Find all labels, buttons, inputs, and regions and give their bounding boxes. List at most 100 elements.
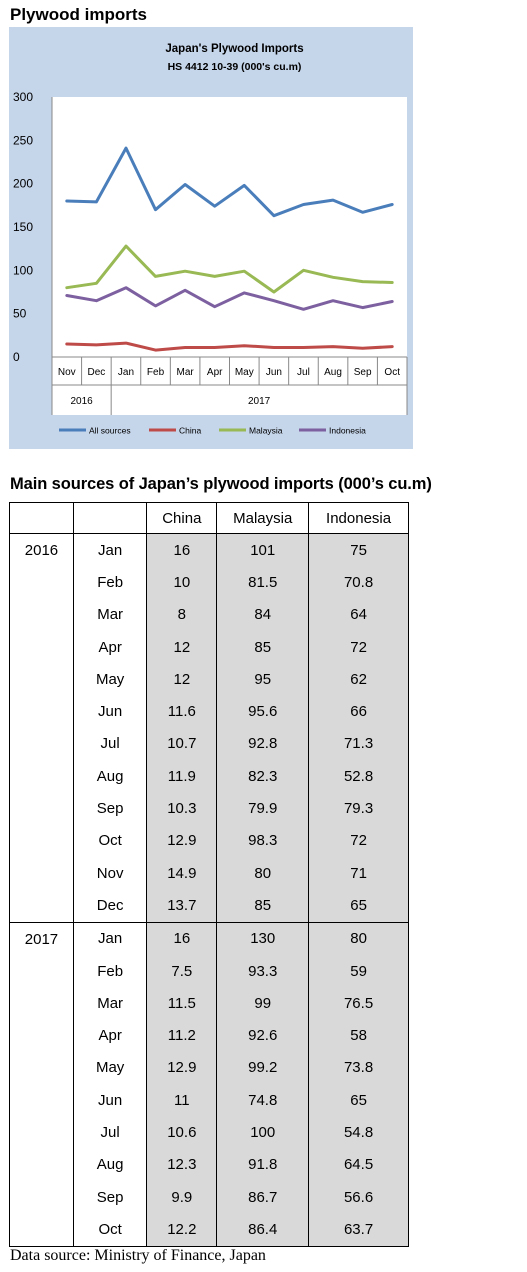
china-cell: 11.6 — [146, 695, 217, 728]
china-cell: 11.9 — [146, 760, 217, 793]
china-cell: 9.9 — [146, 1180, 217, 1214]
table-row: Oct 12.2 86.4 63.7 — [10, 1213, 409, 1247]
series-line-indonesia — [65, 286, 394, 311]
table-row: May 12 95 62 — [10, 663, 409, 696]
month-cell: Aug — [73, 760, 147, 793]
table-title: Main sources of Japan’s plywood imports … — [10, 475, 432, 493]
month-cell: Sep — [73, 1180, 147, 1214]
table-row: Sep 9.9 86.7 56.6 — [10, 1180, 409, 1214]
china-cell: 10.3 — [146, 792, 217, 825]
x-tick-label: Feb — [147, 367, 165, 378]
month-cell: Jul — [73, 1116, 147, 1149]
month-cell: Oct — [73, 824, 147, 857]
china-cell: 10 — [146, 566, 217, 599]
series-line-china — [65, 341, 394, 352]
header-month — [73, 502, 147, 534]
table-row: Jul 10.6 100 54.8 — [10, 1116, 409, 1149]
malaysia-cell: 85 — [216, 630, 309, 664]
month-cell: Jan — [73, 921, 147, 955]
indonesia-cell: 66 — [308, 695, 409, 728]
x-tick-label: Nov — [58, 367, 76, 378]
month-cell: Mar — [73, 987, 147, 1020]
china-cell: 12 — [146, 663, 217, 696]
y-tick-label: 250 — [13, 133, 33, 147]
malaysia-cell: 92.8 — [216, 727, 309, 761]
y-tick-label: 150 — [13, 220, 33, 234]
malaysia-cell: 101 — [216, 533, 309, 567]
month-cell: Jan — [73, 533, 147, 567]
malaysia-cell: 100 — [216, 1116, 309, 1149]
malaysia-cell: 91.8 — [216, 1148, 309, 1181]
month-cell: Feb — [73, 954, 147, 988]
table-row: 2017 Jan 16 130 80 — [9, 921, 409, 1247]
month-cell: Sep — [73, 792, 147, 825]
y-tick-label: 200 — [13, 177, 33, 191]
table-row: May 12.9 99.2 73.8 — [10, 1051, 409, 1085]
indonesia-cell: 73.8 — [308, 1051, 409, 1085]
malaysia-cell: 99.2 — [216, 1051, 309, 1085]
china-cell: 8 — [146, 598, 217, 631]
month-cell: Apr — [73, 1019, 147, 1052]
month-cell: Jul — [73, 727, 147, 761]
y-tick-label: 0 — [13, 350, 20, 364]
page-title: Plywood imports — [10, 5, 147, 24]
indonesia-cell: 79.3 — [308, 792, 409, 825]
x-tick-label: Apr — [207, 367, 223, 378]
x-tick-label: Sep — [354, 367, 372, 378]
indonesia-cell: 59 — [308, 954, 409, 988]
header-malaysia: Malaysia — [216, 502, 309, 534]
y-tick-label: 50 — [13, 307, 27, 321]
china-cell: 11.5 — [146, 987, 217, 1020]
x-tick-label: Jan — [118, 367, 134, 378]
legend-label: All sources — [89, 426, 131, 436]
indonesia-cell: 75 — [308, 533, 409, 567]
month-cell: Oct — [73, 1213, 147, 1247]
month-cell: Jun — [73, 695, 147, 728]
china-cell: 13.7 — [146, 889, 217, 923]
indonesia-cell: 70.8 — [308, 566, 409, 599]
china-cell: 16 — [146, 921, 217, 955]
table-row: Jun 11 74.8 65 — [10, 1084, 409, 1117]
line-chart: Japan's Plywood Imports HS 4412 10-39 (00… — [13, 43, 408, 436]
malaysia-cell: 130 — [216, 921, 309, 955]
table-row: Feb 7.5 93.3 59 — [10, 954, 409, 988]
indonesia-cell: 52.8 — [308, 760, 409, 793]
plot-area — [52, 97, 407, 357]
malaysia-cell: 74.8 — [216, 1084, 309, 1117]
indonesia-cell: 63.7 — [308, 1213, 409, 1247]
table-row: Aug 11.9 82.3 52.8 — [10, 760, 409, 793]
indonesia-cell: 72 — [308, 824, 409, 857]
year-cell: 2017 — [9, 921, 74, 1247]
x-tick-label: Mar — [177, 367, 195, 378]
indonesia-cell: 65 — [308, 889, 409, 923]
imports-table: China Malaysia Indonesia 2016 Jan 16 101 75 F… — [9, 502, 409, 1247]
indonesia-cell: 56.6 — [308, 1180, 409, 1214]
indonesia-cell: 64.5 — [308, 1148, 409, 1181]
table-header-row: China Malaysia Indonesia — [9, 502, 409, 534]
malaysia-cell: 92.6 — [216, 1019, 309, 1052]
malaysia-cell: 86.4 — [216, 1213, 309, 1247]
indonesia-cell: 64 — [308, 598, 409, 631]
x-tick-label: May — [235, 367, 254, 378]
table-row: Sep 10.3 79.9 79.3 — [10, 792, 409, 825]
legend-label: Indonesia — [329, 426, 366, 436]
malaysia-cell: 81.5 — [216, 566, 309, 599]
table-body: 2016 Jan 16 101 75 Feb 10 81.5 70.8 Mar 8 84 64 Apr 12… — [9, 533, 409, 1247]
header-indonesia: Indonesia — [308, 502, 409, 534]
table-row: Dec 13.7 85 65 — [10, 889, 409, 923]
china-cell: 16 — [146, 533, 217, 567]
header-china: China — [146, 502, 217, 534]
table-row: Apr 12 85 72 — [10, 630, 409, 664]
indonesia-cell: 54.8 — [308, 1116, 409, 1149]
indonesia-cell: 62 — [308, 663, 409, 696]
indonesia-cell: 76.5 — [308, 987, 409, 1020]
china-cell: 10.6 — [146, 1116, 217, 1149]
month-cell: Apr — [73, 630, 147, 664]
month-cell: Jun — [73, 1084, 147, 1117]
china-cell: 12.3 — [146, 1148, 217, 1181]
series-line-all-sources — [65, 146, 394, 218]
year-label: 2017 — [248, 396, 271, 407]
china-cell: 10.7 — [146, 727, 217, 761]
month-cell: Mar — [73, 598, 147, 631]
table-row: Apr 11.2 92.6 58 — [10, 1019, 409, 1052]
